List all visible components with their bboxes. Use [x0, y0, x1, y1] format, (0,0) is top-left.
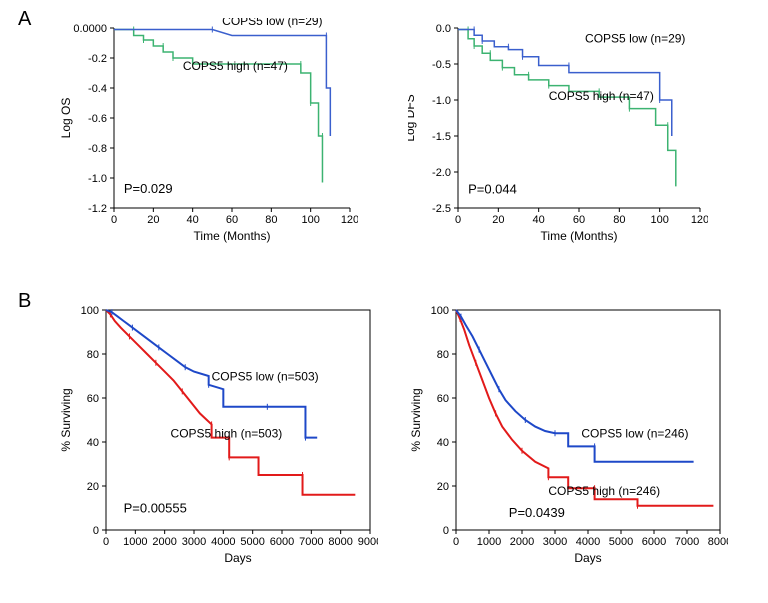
svg-text:-2.5: -2.5 [432, 203, 451, 215]
svg-text:% Surviving: % Surviving [59, 388, 73, 451]
chart-dfs: 0 20 40 60 80 100 120 0.0 -0.5 -1.0 -1.5 -2.0 -2.5 Ti… [408, 18, 708, 248]
series-low [458, 29, 672, 136]
series-high [456, 310, 713, 506]
svg-text:60: 60 [573, 214, 585, 226]
p-value: P=0.00555 [124, 500, 187, 515]
label-high: COPS5 high (n=47) [183, 59, 288, 73]
svg-text:-0.2: -0.2 [88, 53, 107, 65]
svg-text:0: 0 [111, 214, 117, 226]
label-low: COPS5 low (n=246) [581, 427, 688, 441]
label-low: COPS5 low (n=29) [585, 31, 685, 45]
svg-text:-1.0: -1.0 [432, 95, 451, 107]
label-high: COPS5 high (n=246) [548, 484, 660, 498]
p-value: P=0.029 [124, 181, 173, 196]
svg-text:5000: 5000 [240, 536, 264, 548]
svg-text:60: 60 [437, 393, 449, 405]
series-low [114, 30, 330, 137]
svg-text:-1.0: -1.0 [88, 173, 107, 185]
svg-text:80: 80 [87, 349, 99, 361]
svg-text:0: 0 [93, 525, 99, 537]
svg-text:2000: 2000 [152, 536, 176, 548]
svg-text:7000: 7000 [675, 536, 699, 548]
svg-text:Log DFS: Log DFS [408, 94, 417, 141]
svg-text:3000: 3000 [182, 536, 206, 548]
svg-text:20: 20 [87, 481, 99, 493]
series-high [106, 310, 355, 495]
svg-text:8000: 8000 [328, 536, 352, 548]
svg-text:100: 100 [431, 305, 449, 317]
chart-survival-right: 0 1000 2000 3000 4000 5000 6000 7000 8000 0 20 40 60… [408, 300, 728, 570]
svg-text:2000: 2000 [510, 536, 534, 548]
svg-text:-0.8: -0.8 [88, 143, 107, 155]
svg-text:0: 0 [453, 536, 459, 548]
svg-text:1000: 1000 [123, 536, 147, 548]
svg-text:120: 120 [691, 214, 708, 226]
panel-label-b: B [18, 290, 31, 313]
svg-text:0: 0 [443, 525, 449, 537]
p-value: P=0.0439 [509, 505, 565, 520]
chart-survival-left: 0 1000 2000 3000 4000 5000 6000 7000 8000 9000 0 20… [58, 300, 378, 570]
svg-text:% Surviving: % Surviving [409, 388, 423, 451]
svg-text:9000: 9000 [358, 536, 378, 548]
p-value: P=0.044 [468, 182, 517, 197]
svg-text:4000: 4000 [211, 536, 235, 548]
svg-text:60: 60 [87, 393, 99, 405]
svg-text:40: 40 [187, 214, 199, 226]
svg-text:3000: 3000 [543, 536, 567, 548]
svg-text:80: 80 [265, 214, 277, 226]
label-low: COPS5 low (n=503) [212, 369, 319, 383]
svg-text:0.0000: 0.0000 [73, 23, 107, 35]
svg-text:Time (Months): Time (Months) [541, 229, 618, 243]
panel-label-a: A [18, 8, 31, 31]
label-high: COPS5 high (n=47) [549, 89, 654, 103]
svg-text:7000: 7000 [299, 536, 323, 548]
svg-text:80: 80 [613, 214, 625, 226]
svg-text:120: 120 [341, 214, 358, 226]
svg-text:5000: 5000 [609, 536, 633, 548]
svg-text:40: 40 [87, 437, 99, 449]
label-low: COPS5 low (n=29) [222, 18, 322, 28]
svg-text:Days: Days [574, 551, 601, 565]
svg-text:0: 0 [455, 214, 461, 226]
svg-text:20: 20 [147, 214, 159, 226]
svg-text:100: 100 [650, 214, 668, 226]
svg-text:Time (Months): Time (Months) [194, 229, 271, 243]
svg-text:20: 20 [437, 481, 449, 493]
series-high [114, 30, 322, 183]
chart-os: 0 20 40 60 80 100 120 0.0000 -0.2 -0.4 -0.6 -0.8 -1.… [58, 18, 358, 248]
svg-text:-0.6: -0.6 [88, 113, 107, 125]
svg-text:0.0: 0.0 [436, 23, 451, 35]
svg-text:100: 100 [81, 305, 99, 317]
svg-text:Days: Days [224, 551, 251, 565]
svg-text:20: 20 [492, 214, 504, 226]
svg-text:6000: 6000 [270, 536, 294, 548]
svg-text:1000: 1000 [477, 536, 501, 548]
svg-text:-1.2: -1.2 [88, 203, 107, 215]
svg-text:8000: 8000 [708, 536, 728, 548]
svg-text:6000: 6000 [642, 536, 666, 548]
svg-text:100: 100 [301, 214, 319, 226]
label-high: COPS5 high (n=503) [171, 427, 283, 441]
svg-text:40: 40 [533, 214, 545, 226]
svg-text:4000: 4000 [576, 536, 600, 548]
svg-text:-0.4: -0.4 [88, 83, 107, 95]
svg-text:-2.0: -2.0 [432, 167, 451, 179]
svg-text:40: 40 [437, 437, 449, 449]
svg-text:-0.5: -0.5 [432, 59, 451, 71]
svg-text:60: 60 [226, 214, 238, 226]
svg-text:80: 80 [437, 349, 449, 361]
svg-text:-1.5: -1.5 [432, 131, 451, 143]
svg-text:0: 0 [103, 536, 109, 548]
svg-text:Log OS: Log OS [59, 98, 73, 139]
